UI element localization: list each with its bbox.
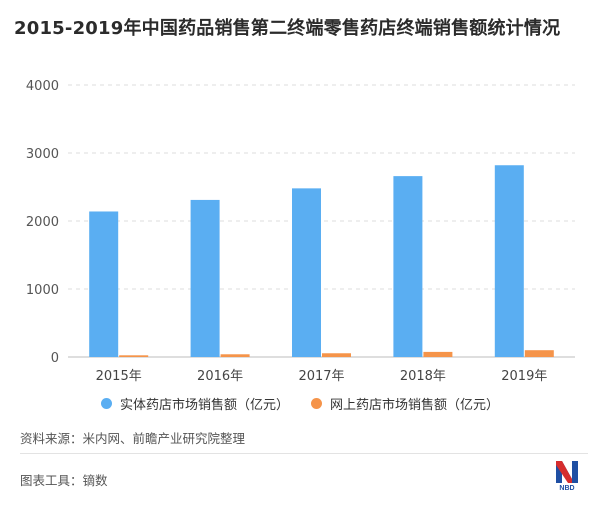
x-tick-label: 2018年 xyxy=(400,369,446,384)
legend-item-physical[interactable]: 实体药店市场销售额（亿元） xyxy=(100,394,289,413)
nbd-logo: NBD xyxy=(556,461,578,492)
y-tick-label: 1000 xyxy=(26,283,59,298)
legend-label-physical: 实体药店市场销售额（亿元） xyxy=(119,398,289,413)
logo-text: NBD xyxy=(559,485,574,492)
chart-tool-note: 图表工具：镝数 xyxy=(20,473,108,488)
chart-legend: 实体药店市场销售额（亿元） 网上药店市场销售额（亿元） xyxy=(0,394,600,413)
bar-chart: 0 1000 2000 3000 4000 2015年 2016年 2017年 2018年 20… xyxy=(26,79,575,384)
legend-marker-online xyxy=(311,398,322,409)
y-tick-label: 4000 xyxy=(26,79,59,94)
bar-physical-3[interactable] xyxy=(393,176,423,357)
legend-label-online: 网上药店市场销售额（亿元） xyxy=(330,398,500,413)
y-tick-label: 2000 xyxy=(26,215,59,230)
chart-title: 2015-2019年中国药品销售第二终端零售药店终端销售额统计情况 xyxy=(14,18,561,39)
legend-item-online[interactable]: 网上药店市场销售额（亿元） xyxy=(311,394,499,413)
y-tick-label: 3000 xyxy=(26,147,59,162)
x-tick-label: 2019年 xyxy=(501,369,547,384)
x-tick-label: 2016年 xyxy=(197,369,243,384)
y-tick-label: 0 xyxy=(51,351,59,366)
legend-marker-physical xyxy=(100,398,112,409)
bar-physical-0[interactable] xyxy=(89,211,119,357)
bar-online-2[interactable] xyxy=(322,353,351,357)
bar-online-3[interactable] xyxy=(423,351,453,357)
bar-physical-2[interactable] xyxy=(292,188,321,357)
footer-divider xyxy=(20,453,588,454)
x-tick-label: 2015年 xyxy=(96,369,142,384)
bar-physical-4[interactable] xyxy=(494,165,524,357)
bar-online-1[interactable] xyxy=(220,354,250,357)
bar-physical-1[interactable] xyxy=(190,199,220,357)
bar-online-0[interactable] xyxy=(119,355,149,357)
x-tick-label: 2017年 xyxy=(298,369,344,384)
data-source-note: 资料来源：米内网、前瞻产业研究院整理 xyxy=(20,431,246,446)
bar-online-4[interactable] xyxy=(524,350,554,357)
